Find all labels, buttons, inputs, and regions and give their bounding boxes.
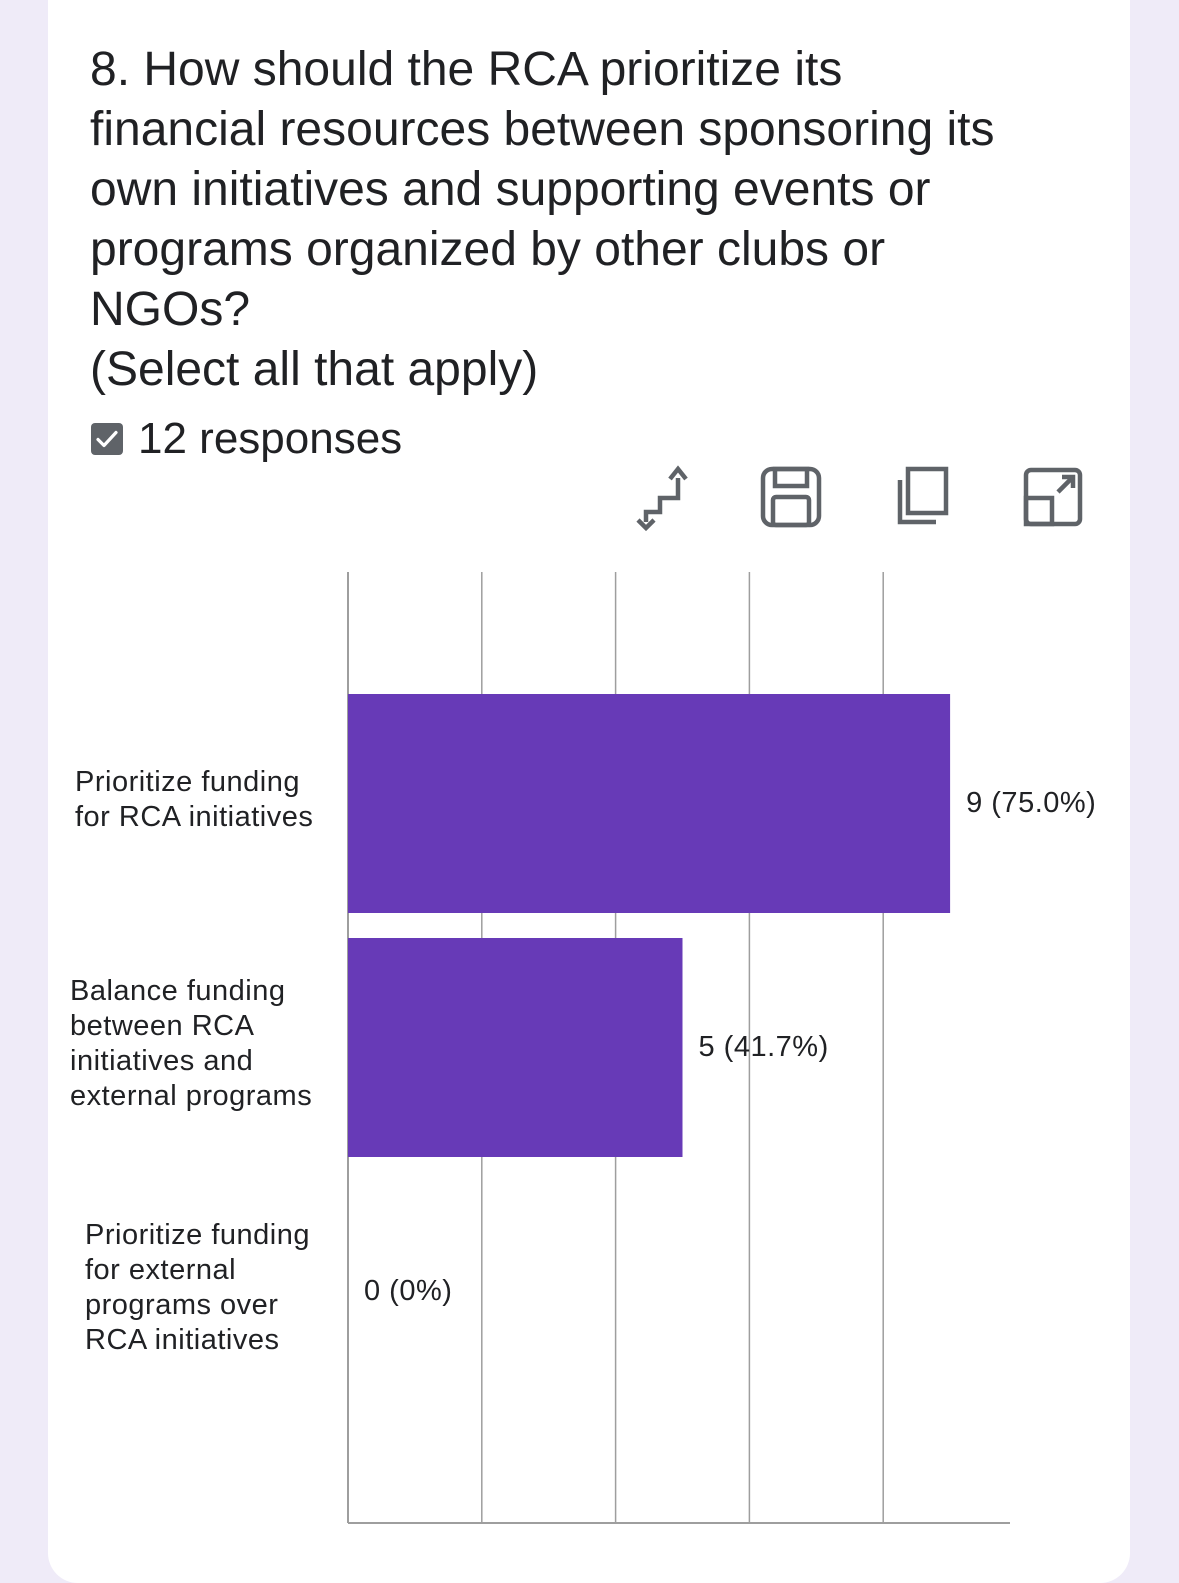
category-label-line: for external <box>85 1253 237 1286</box>
category-label-line: programs over <box>85 1288 279 1321</box>
category-label-line: for RCA initiatives <box>75 800 314 833</box>
swap-icon <box>636 465 688 532</box>
question-title-line: 8. How should the RCA prioritize its <box>90 43 843 96</box>
question-title-line: NGOs? <box>90 283 251 336</box>
category-label: Prioritize funding for RCA initiatives <box>75 765 345 835</box>
copy-icon <box>897 466 949 525</box>
category-label-line: initiatives and <box>70 1044 254 1077</box>
copy-button[interactable] <box>886 462 956 532</box>
category-label-line: between RCA <box>70 1009 255 1042</box>
category-label-line: RCA initiatives <box>85 1323 280 1356</box>
category-label: Prioritize funding for external programs o… <box>85 1218 355 1358</box>
category-label-line: Balance funding <box>70 974 286 1007</box>
category-label-line: Prioritize funding <box>85 1218 310 1251</box>
save-icon <box>760 466 822 528</box>
question-title: 8. How should the RCA prioritize its fin… <box>90 40 1090 400</box>
responses-label: 12 responses <box>138 414 403 463</box>
checkbox-icon <box>91 423 123 455</box>
bar-value-label: 0 (0%) <box>364 1274 453 1307</box>
expand-button[interactable] <box>1018 462 1088 532</box>
responses-count: 12 responses <box>90 414 402 464</box>
question-title-line: own initiatives and supporting events or <box>90 163 931 216</box>
swap-button[interactable] <box>625 462 695 532</box>
category-label: Balance funding between RCA initiatives an… <box>70 974 340 1114</box>
bar-value-label: 9 (75.0%) <box>966 786 1097 819</box>
save-button[interactable] <box>756 462 826 532</box>
question-title-line: programs organized by other clubs or <box>90 223 886 276</box>
category-label-line: external programs <box>70 1079 313 1112</box>
category-label-line: Prioritize funding <box>75 765 300 798</box>
question-title-line: (Select all that apply) <box>90 343 539 396</box>
expand-icon <box>1023 467 1083 527</box>
question-title-line: financial resources between sponsoring i… <box>90 103 995 156</box>
bar-value-label: 5 (41.7%) <box>698 1030 829 1063</box>
